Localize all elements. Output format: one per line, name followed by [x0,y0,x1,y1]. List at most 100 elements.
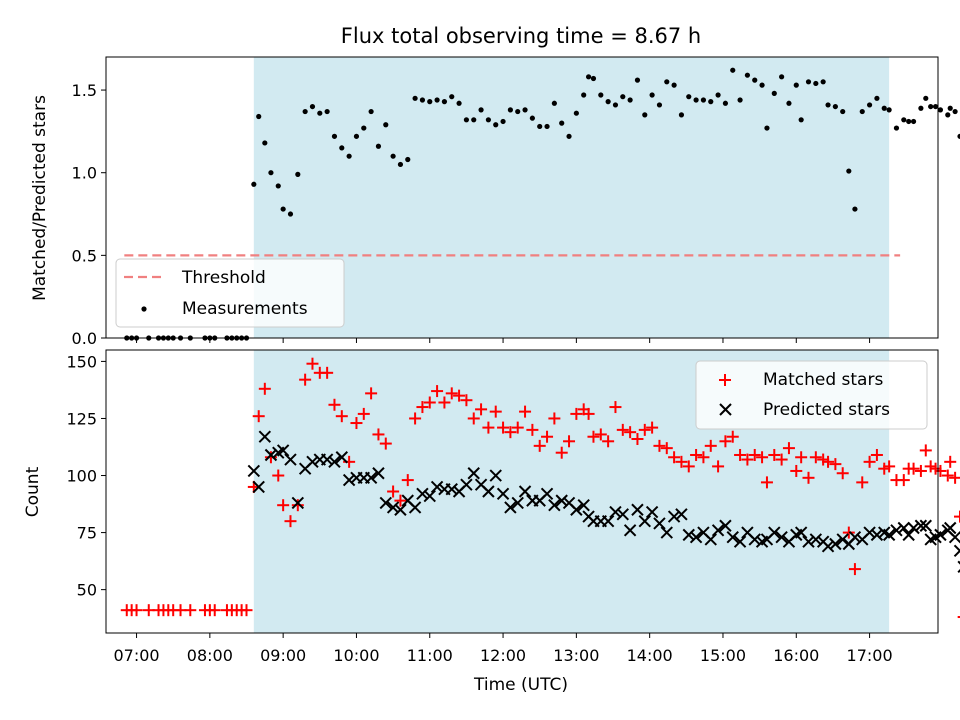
matched-star-point [795,451,808,464]
predicted-star-point [919,519,932,532]
measurement-point [708,99,714,105]
bottom-x-axis-label: Time (UTC) [473,675,568,695]
y-tick-label: 150 [66,352,97,371]
measurement-point [722,100,729,106]
measurement-point [752,77,758,83]
matched-star-point [533,439,546,452]
matched-star-point [445,387,458,400]
predicted-star-point [667,510,681,523]
predicted-star-point [902,528,915,542]
matched-star-point [609,401,622,414]
measurement-point [493,122,499,128]
measurement-point [945,112,951,118]
y-tick-label: 50 [77,581,97,600]
measurement-point [368,108,374,115]
matched-star-point [809,451,822,464]
measurement-point [737,97,743,103]
top-x-ticks [136,338,871,343]
predicted-star-point [482,485,495,498]
matched-star-point [602,435,615,448]
predicted-star-point [863,526,876,539]
measurement-point [947,105,953,111]
predicted-star-point [489,469,502,482]
measurement-point [627,97,633,103]
matched-star-point [184,604,197,617]
matched-star-point [453,389,466,402]
matched-star-point [768,448,781,461]
measurement-point [544,123,550,130]
matched-star-point [511,421,524,434]
measurement-point [251,181,257,187]
x-tick-label: 12:00 [480,646,526,665]
measurement-point [515,108,521,115]
bottom-y-ticks: 50 75 100 125 150 [66,352,106,600]
predicted-star-point [264,448,278,462]
measurement-point [605,99,611,105]
measurement-point [478,107,484,113]
matched-star-point [335,410,348,423]
matched-star-point [897,474,910,487]
measurement-point [715,92,721,98]
predicted-star-point [944,521,957,535]
measurement-point [918,105,924,111]
measurement-point [744,72,751,78]
predicted-star-point [247,464,261,478]
predicted-star-point [616,508,630,521]
matched-star-point [130,604,143,617]
predicted-star-point [306,455,319,469]
measurement-point [874,95,880,101]
measurement-point [764,125,770,131]
matched-star-point [504,426,517,439]
measurement-point [419,97,426,103]
predicted-star-point [372,467,385,480]
matched-star-point [712,460,725,473]
measurement-point [309,103,316,110]
matched-star-point [475,403,488,416]
measurement-point [500,118,506,125]
predicted-star-point [726,530,739,544]
matched-star-point [423,396,436,409]
chart-title: Flux total observing time = 8.67 h [341,24,701,48]
measurement-point [952,108,958,115]
predicted-star-point [914,519,928,532]
matched-star-point [438,396,451,409]
measurement-point [581,92,587,98]
top-legend: Threshold Measurements [115,258,345,328]
matched-star-point [790,464,803,477]
predicted-star-point [467,467,480,480]
matched-star-point [941,469,954,482]
measurement-point [759,82,765,88]
matched-star-point [697,451,710,464]
predicted-star-point [748,533,761,546]
measurement-point [910,118,917,125]
measurement-point [649,92,655,98]
measurement-point [390,153,396,159]
measurement-point [906,118,912,125]
legend-matched-swatch [719,374,731,386]
measurement-point [529,115,535,121]
x-tick-label: 15:00 [700,646,746,665]
predicted-star-point [882,528,896,542]
predicted-star-point [704,533,717,546]
predicted-star-point [645,505,659,519]
x-tick-label: 11:00 [407,646,453,665]
legend-matched-label: Matched stars [763,370,883,390]
predicted-star-point [379,496,392,510]
matched-star-point [646,421,659,434]
predicted-star-point [335,451,349,464]
measurement-point [441,99,448,105]
measurement-point [840,108,846,115]
measurement-point [317,110,323,116]
measurement-point [932,103,939,110]
matched-star-point [328,398,341,411]
measurement-point [798,117,804,123]
y-tick-label: 100 [66,467,97,486]
bottom-y-axis-label: Count [23,466,43,517]
measurement-point [805,79,812,85]
measurement-point [537,123,543,130]
legend-measurements-label: Measurements [182,299,308,319]
matched-star-point [856,476,869,489]
predicted-star-point [445,483,458,496]
matched-star-point [660,442,673,455]
predicted-star-point [821,540,835,553]
